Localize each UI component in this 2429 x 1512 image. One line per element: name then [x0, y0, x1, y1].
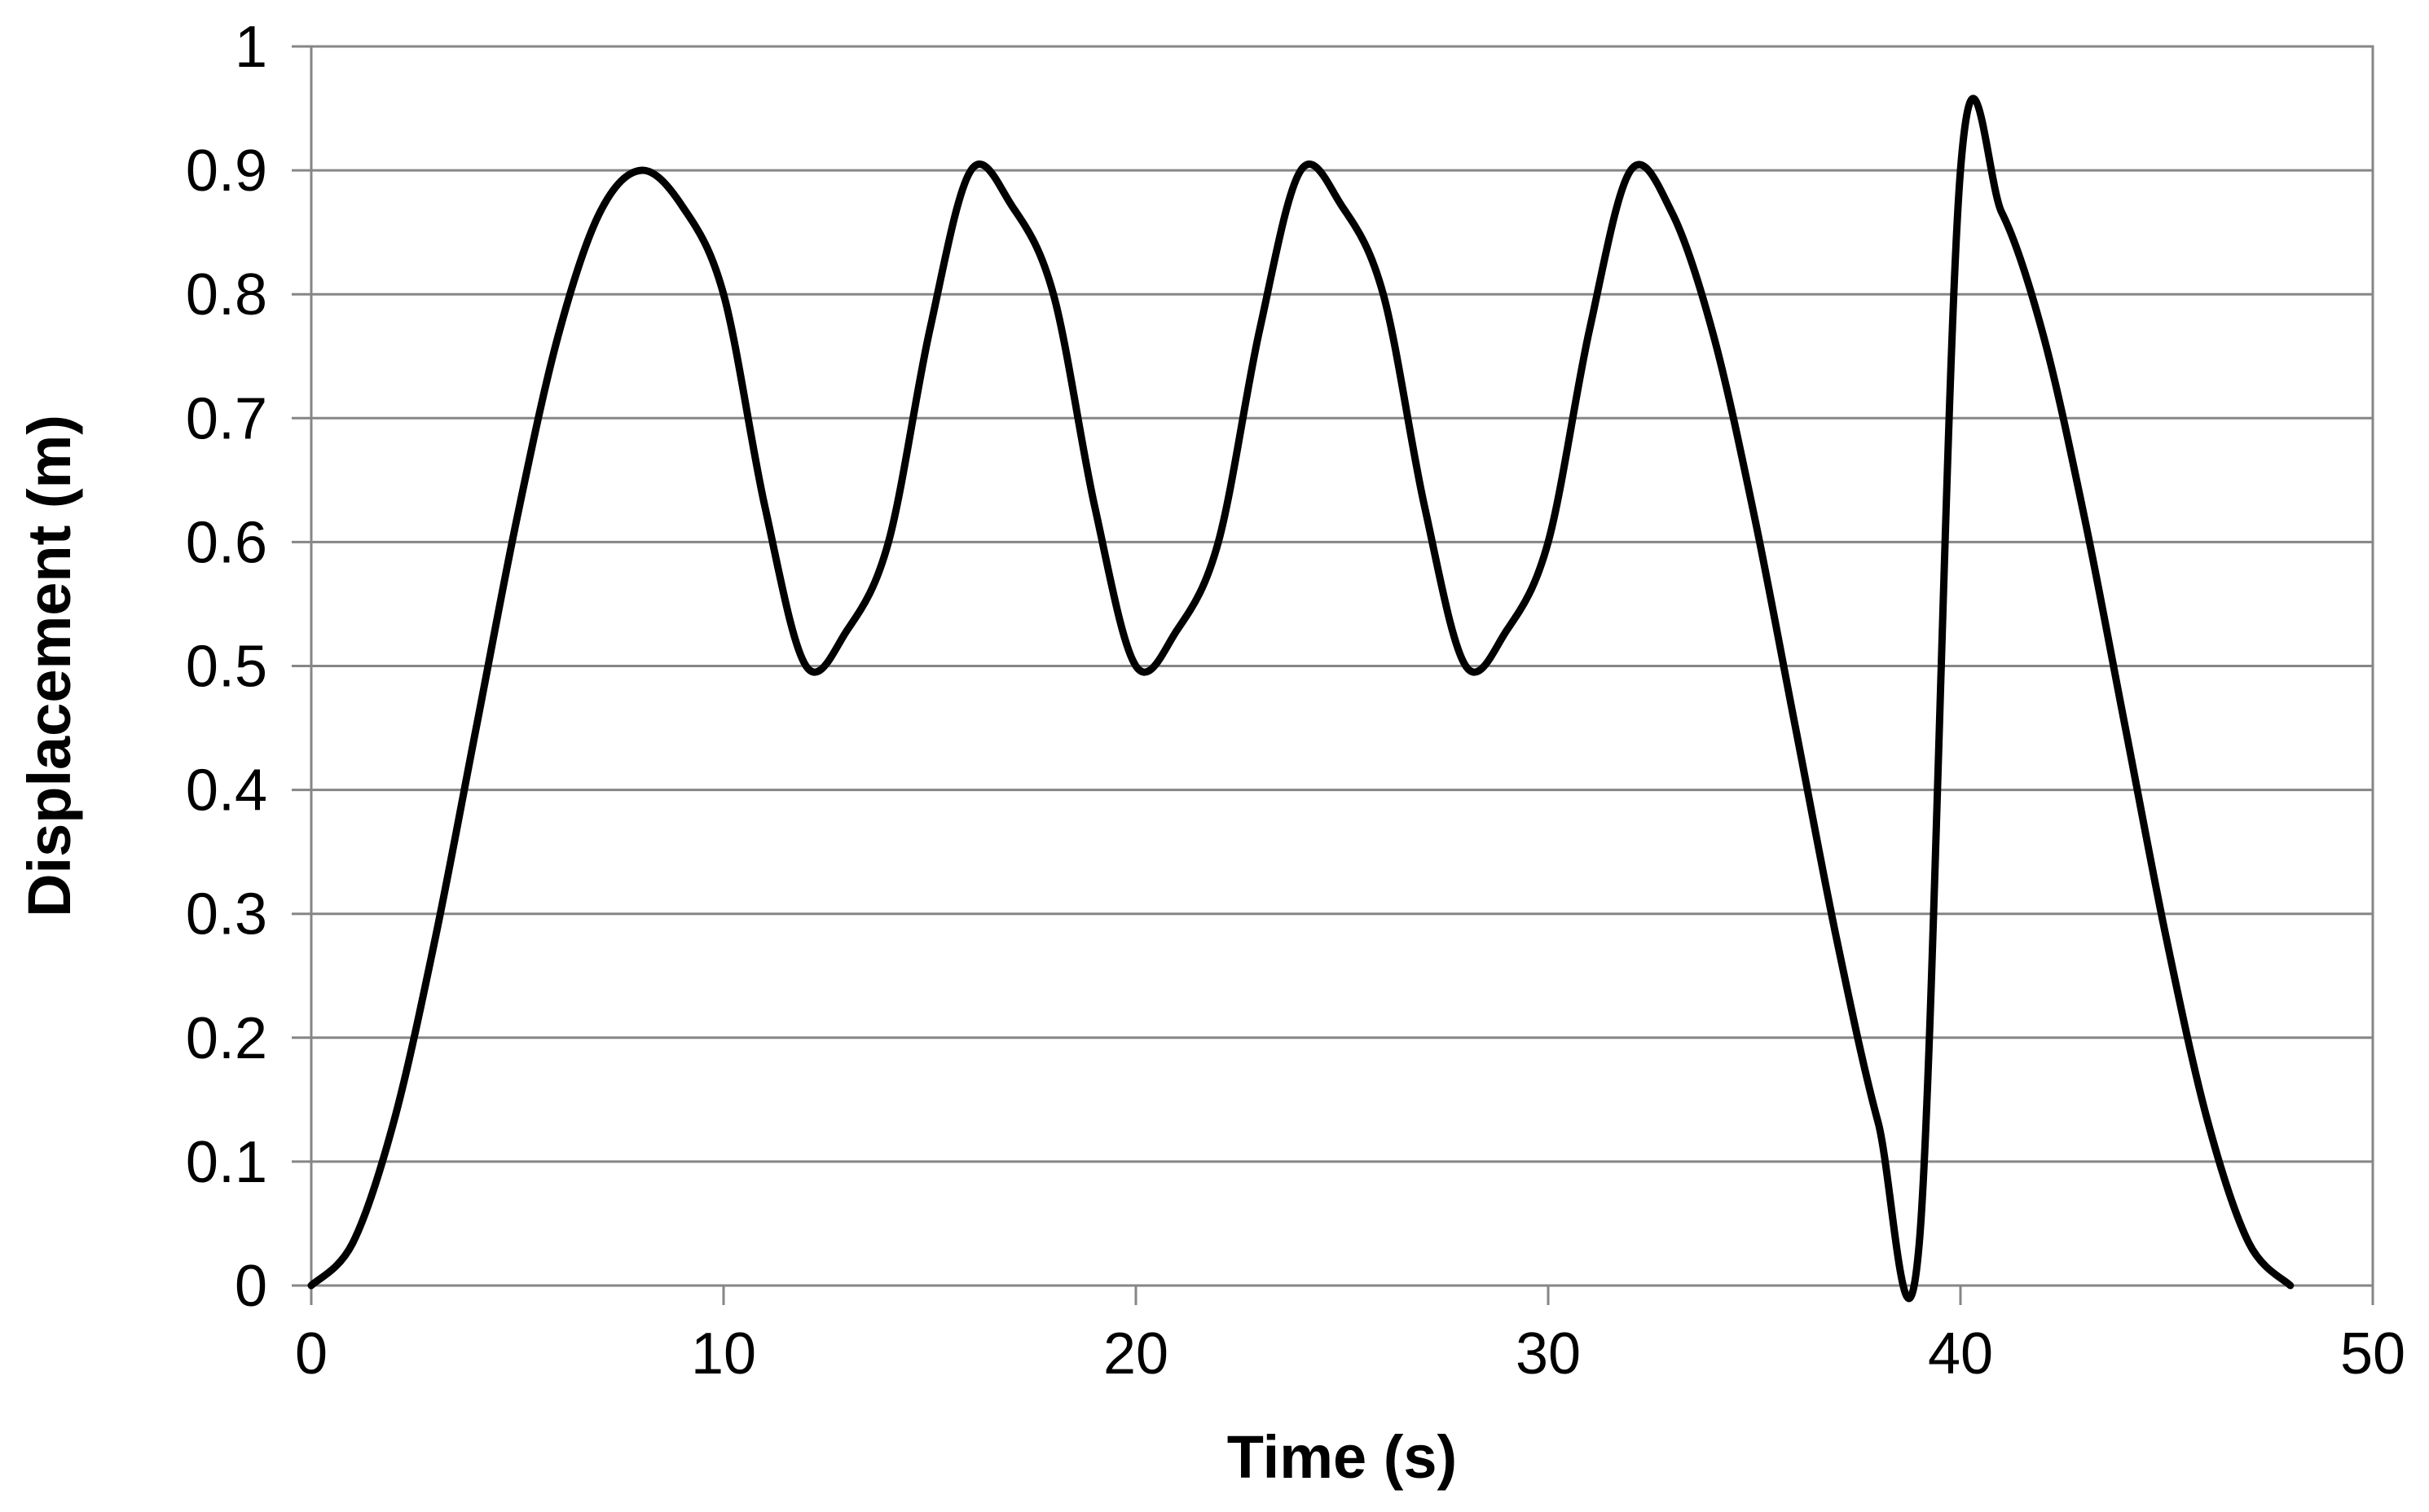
- y-tick-label: 0.1: [186, 1130, 267, 1195]
- x-tick-label: 50: [2340, 1321, 2405, 1387]
- y-tick-labels: 0 0.1 0.2 0.3 0.4 0.5 0.6 0.7 0.8 0.9 1: [186, 15, 267, 1319]
- y-tick-label: 0.6: [186, 510, 267, 575]
- gridlines: [292, 45, 2374, 1305]
- y-tick-label: 0.9: [186, 138, 267, 204]
- y-tick-label: 0.4: [186, 758, 267, 824]
- x-tick-label: 0: [295, 1321, 328, 1387]
- x-tick-label: 30: [1516, 1321, 1581, 1387]
- plot-area-border: [310, 45, 2374, 1287]
- y-tick-label: 0: [235, 1254, 267, 1319]
- y-axis-title: Displacement (m): [15, 415, 83, 917]
- x-tick-label: 40: [1928, 1321, 1993, 1387]
- y-tick-label: 0.7: [186, 386, 267, 451]
- x-tick-label: 10: [691, 1321, 756, 1387]
- x-tick-label: 20: [1103, 1321, 1168, 1387]
- y-tick-label: 0.8: [186, 262, 267, 327]
- x-axis-title: Time (s): [1227, 1423, 1457, 1491]
- y-tick-label: 0.3: [186, 882, 267, 947]
- y-tick-label: 0.2: [186, 1006, 267, 1071]
- series-layer: [307, 94, 2295, 1303]
- x-tick-labels: 0 10 20 30 40 50: [295, 1321, 2405, 1387]
- y-tick-label: 1: [235, 15, 267, 80]
- series-line-0: [307, 94, 2295, 1303]
- y-tick-label: 0.5: [186, 635, 267, 700]
